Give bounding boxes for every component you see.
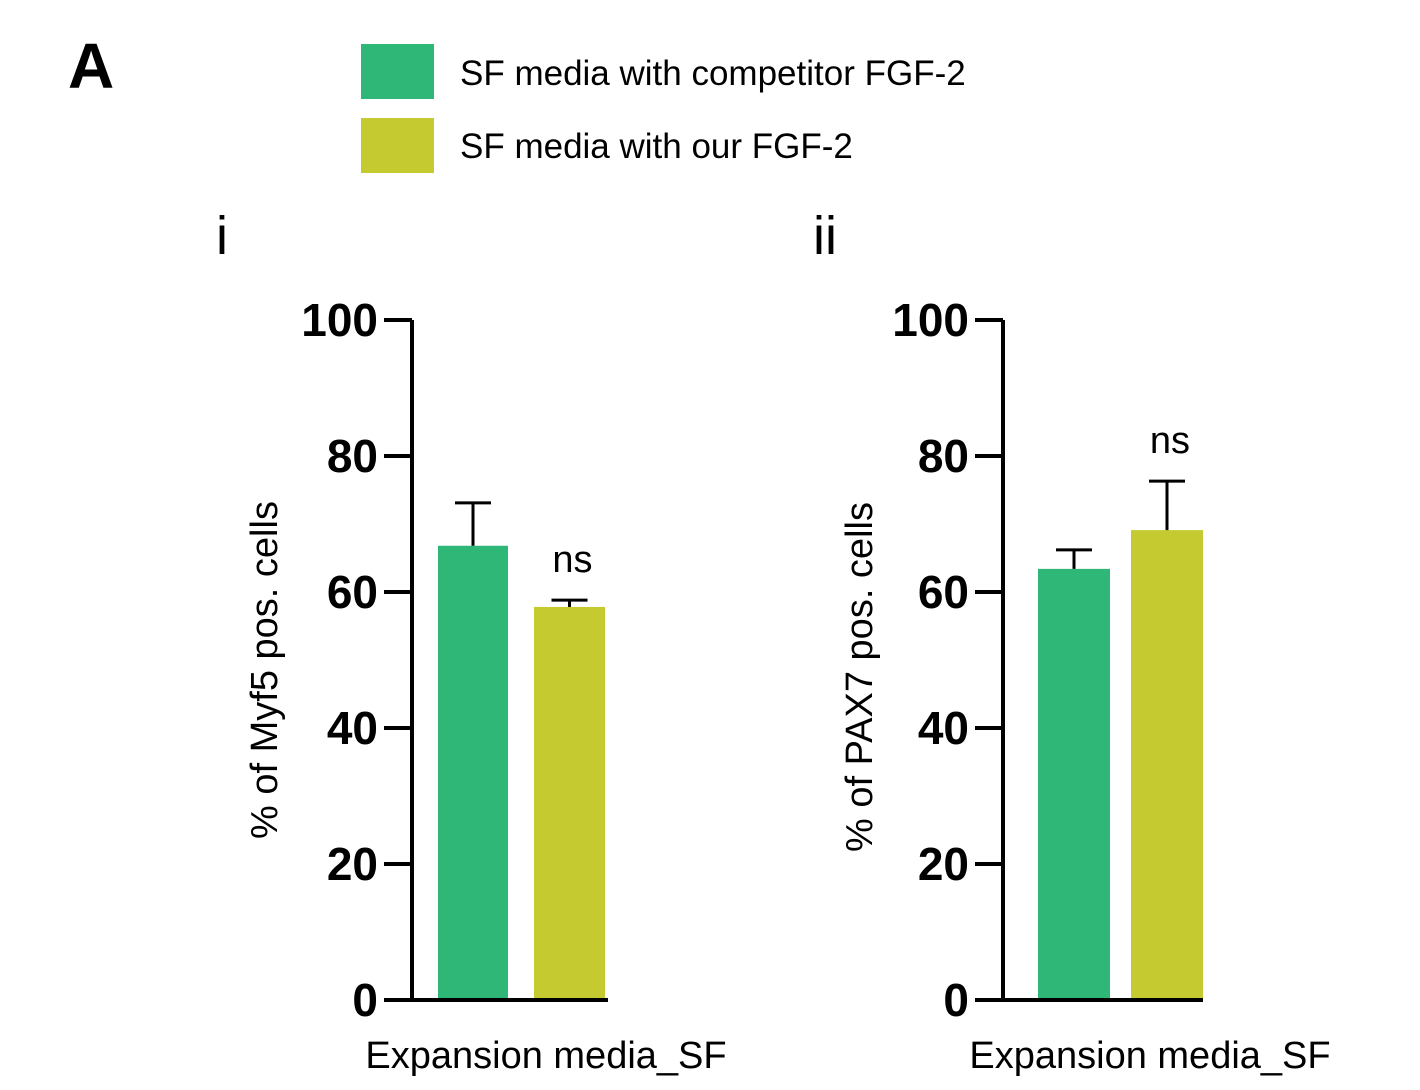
panel-letter: A [68,30,114,102]
bar-ours [534,606,605,998]
y-tick-label: 80 [918,430,969,482]
sub-panel-label: i [216,206,228,266]
y-tick-label: 60 [327,566,378,618]
y-tick-label: 100 [301,294,378,346]
y-tick-label: 20 [327,838,378,890]
legend-item-competitor: SF media with competitor FGF-2 [361,44,966,99]
legend-label-competitor: SF media with competitor FGF-2 [460,54,966,93]
chart-panel-ii: ii 0 20 40 60 80 100 % of PAX7 pos. cells Expans… [813,206,1331,1077]
y-axis-title: % of PAX7 pos. cells [839,502,881,852]
y-tick-label: 20 [918,838,969,890]
y-tick-label: 100 [892,294,969,346]
bar-competitor [438,545,508,998]
y-tick-label: 40 [327,702,378,754]
legend: SF media with competitor FGF-2 SF media … [361,44,966,173]
x-axis-title: Expansion media_SF [969,1035,1330,1077]
y-tick-label: 80 [327,430,378,482]
y-axis-title: % of Myf5 pos. cells [244,501,286,839]
y-tick-label: 40 [918,702,969,754]
significance-label: ns [552,539,592,581]
sub-panel-label: ii [813,206,837,266]
x-axis-title: Expansion media_SF [365,1035,726,1077]
chart-panel-i: i 0 20 40 60 80 100 % of Myf5 pos. cells Expansi… [216,206,727,1077]
y-tick-label: 60 [918,566,969,618]
legend-item-ours: SF media with our FGF-2 [361,118,853,173]
y-tick-label: 0 [352,974,378,1026]
legend-swatch-competitor [361,44,434,99]
y-tick-label: 0 [943,974,969,1026]
bar-competitor [1038,568,1110,998]
bar-ours [1131,530,1203,998]
legend-label-ours: SF media with our FGF-2 [460,127,853,166]
significance-label: ns [1150,420,1190,462]
legend-swatch-ours [361,118,434,173]
